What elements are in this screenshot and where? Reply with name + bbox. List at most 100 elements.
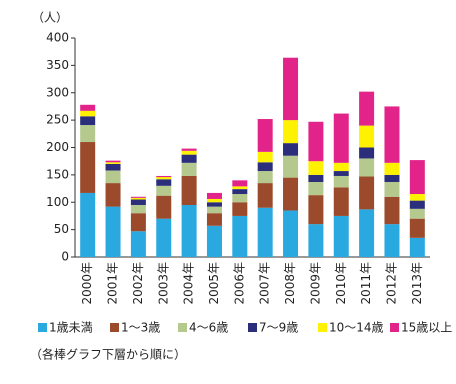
bar-segment — [232, 180, 248, 187]
bar-segment — [80, 110, 96, 117]
y-axis-unit: （人） — [32, 11, 68, 25]
bar-segment — [333, 113, 349, 163]
bar-segment — [384, 162, 400, 175]
legend-label: 7～9歳 — [259, 321, 298, 335]
bar-segment — [232, 189, 248, 195]
x-tick-label: 2013年 — [410, 262, 424, 305]
legend-note: （各棒グラフ下層から順に） — [30, 347, 186, 362]
legend-swatch — [110, 323, 119, 332]
bar-segment — [257, 171, 273, 184]
bar-segment — [206, 192, 222, 199]
bar-segment — [206, 206, 222, 214]
bar-segment — [359, 125, 375, 148]
y-tick-label: 350 — [46, 58, 69, 72]
legend-swatch — [390, 323, 399, 332]
bar-segment — [156, 179, 172, 186]
bar-segment — [257, 183, 273, 208]
bar-segment — [308, 174, 324, 182]
bar-segment — [80, 125, 96, 143]
bar-segment — [257, 151, 273, 163]
bar-segment — [409, 218, 425, 238]
x-tick-label: 2002年 — [131, 262, 145, 305]
bar-segment — [156, 195, 172, 219]
bar-segment — [232, 186, 248, 190]
bar-segment — [359, 209, 375, 257]
y-tick-label: 250 — [46, 113, 69, 127]
y-tick-label: 50 — [54, 222, 69, 236]
bar-segment — [181, 154, 197, 163]
legend-swatch — [248, 323, 257, 332]
bar-segment — [283, 177, 299, 211]
bar-segment — [333, 171, 349, 176]
bar-segment — [181, 150, 197, 155]
bar-segment — [130, 199, 146, 205]
bar-segment — [308, 224, 324, 257]
x-tick-label: 2001年 — [106, 262, 120, 305]
bar-segment — [130, 204, 146, 214]
bar-segment — [232, 202, 248, 216]
legend-label: 1歳未満 — [49, 321, 93, 335]
y-tick-label: 0 — [61, 250, 69, 264]
bar-segment — [333, 187, 349, 216]
bar-segment — [80, 142, 96, 193]
x-tick-label: 2011年 — [359, 262, 373, 305]
bar-segment — [206, 225, 222, 257]
bar-segment — [80, 192, 96, 257]
bar-segment — [409, 237, 425, 257]
legend-swatch — [318, 323, 327, 332]
bar-segment — [384, 181, 400, 197]
x-tick-label: 2000年 — [80, 262, 94, 305]
bar-segment — [206, 213, 222, 226]
bar-segment — [232, 194, 248, 203]
bar-segment — [333, 175, 349, 188]
x-tick-label: 2003年 — [156, 262, 170, 305]
legend-label: 4～6歳 — [189, 321, 228, 335]
bar-segment — [409, 194, 425, 201]
bar-segment — [181, 162, 197, 176]
bar-segment — [181, 204, 197, 257]
bar-segment — [80, 104, 96, 111]
bar-segment — [359, 147, 375, 159]
bar-segment — [308, 195, 324, 225]
bar-segment — [359, 176, 375, 210]
y-tick-label: 200 — [46, 140, 69, 154]
bar-segment — [206, 202, 222, 207]
y-tick-label: 300 — [46, 85, 69, 99]
bar-segment — [105, 160, 121, 163]
bar-segment — [232, 215, 248, 257]
bar-segment — [283, 155, 299, 178]
bar-segment — [333, 215, 349, 257]
bar-segment — [156, 175, 172, 178]
bar-segment — [181, 148, 197, 151]
bar-segment — [105, 206, 121, 257]
bar-segment — [384, 106, 400, 163]
y-tick-label: 100 — [46, 195, 69, 209]
bar-segment — [80, 116, 96, 126]
legend-swatch — [38, 323, 47, 332]
bar-segment — [308, 161, 324, 175]
bar-segment — [130, 196, 146, 198]
bar-segment — [409, 160, 425, 195]
bar-segment — [257, 119, 273, 152]
bar-segment — [359, 91, 375, 126]
x-tick-label: 2006年 — [232, 262, 246, 305]
x-tick-label: 2004年 — [182, 262, 196, 305]
legend-label: 10～14歳 — [329, 321, 384, 335]
bar-segment — [156, 185, 172, 196]
bar-segment — [283, 143, 299, 156]
y-tick-label: 150 — [46, 167, 69, 181]
bar-segment — [105, 170, 121, 184]
y-tick-label: 400 — [46, 31, 69, 45]
legend-label: 15歳以上 — [401, 321, 452, 335]
bar-segment — [130, 213, 146, 232]
bar-segment — [384, 224, 400, 257]
bar-segment — [257, 162, 273, 172]
bar-segment — [283, 120, 299, 144]
bar-segment — [130, 231, 146, 257]
legend-swatch — [178, 323, 187, 332]
bar-segment — [156, 218, 172, 257]
bar-segment — [308, 181, 324, 196]
x-tick-label: 2010年 — [334, 262, 348, 305]
bar-segment — [409, 200, 425, 209]
